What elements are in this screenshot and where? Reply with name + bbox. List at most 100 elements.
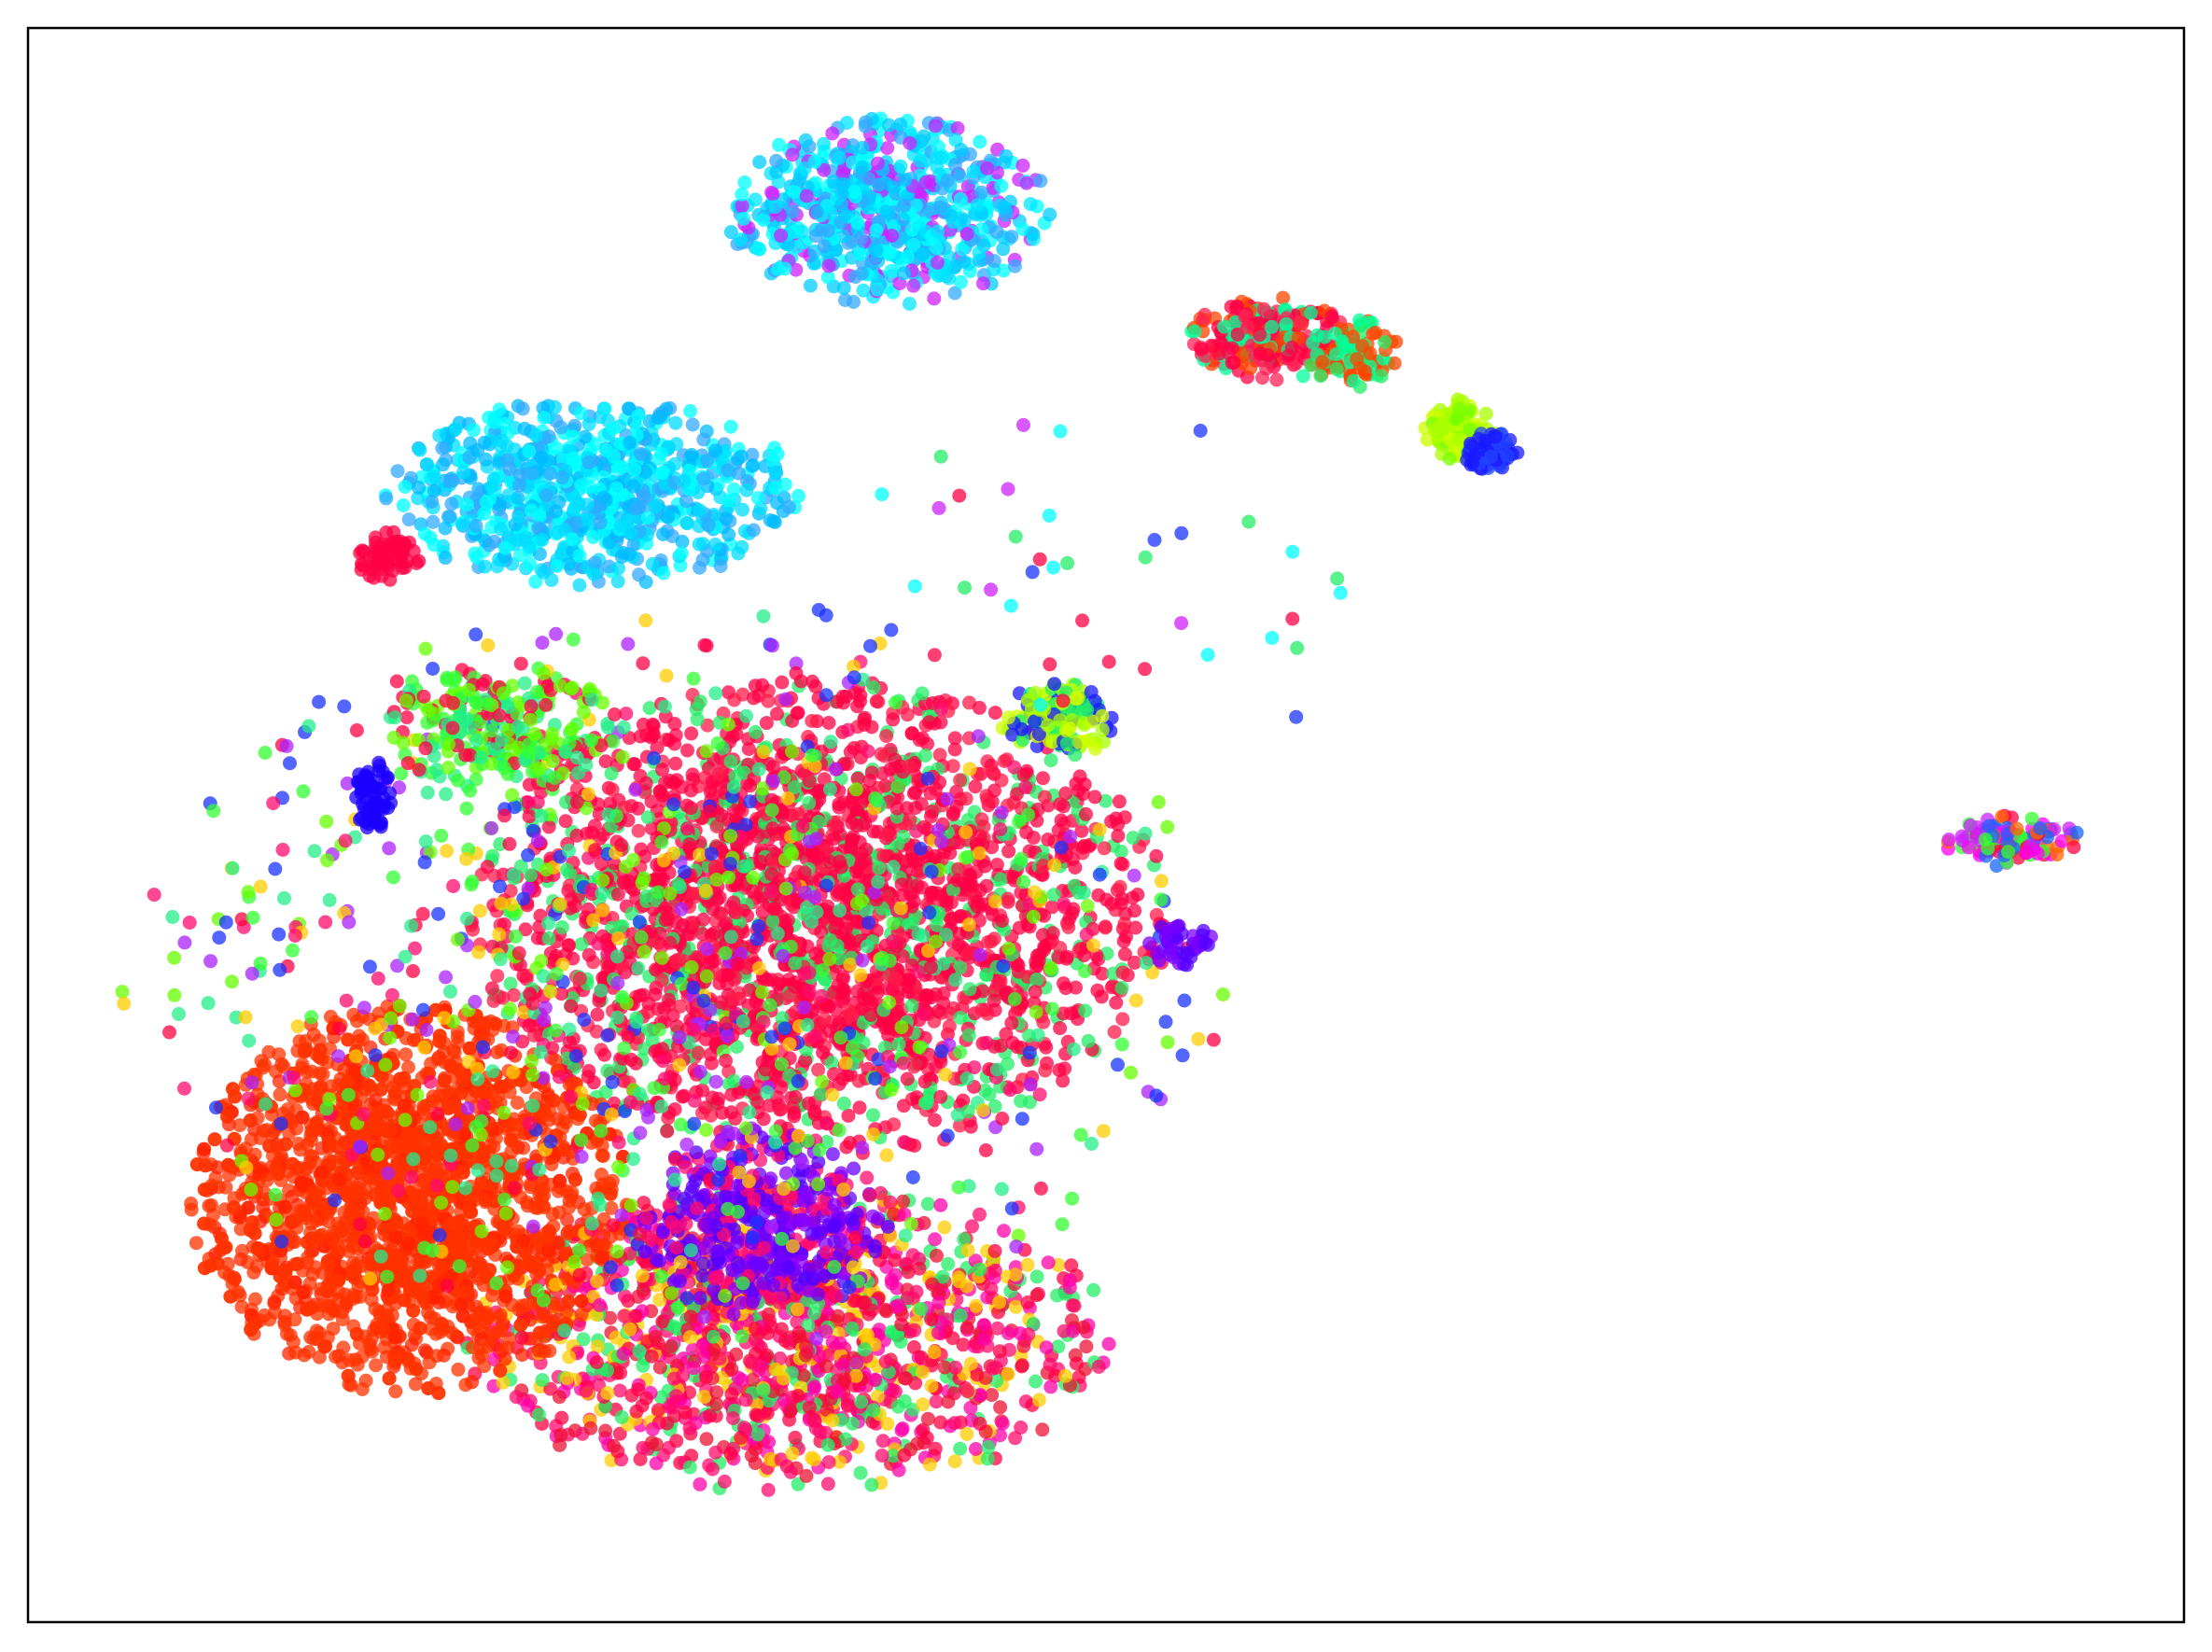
data-point-cluster-0 (1061, 919, 1076, 934)
data-point-cluster-0 (1115, 965, 1130, 980)
data-point-cluster-1 (997, 1224, 1011, 1239)
data-point-cluster-1 (894, 1317, 909, 1332)
data-point-cluster-0 (689, 702, 704, 717)
data-point-cluster-0 (1127, 903, 1142, 918)
data-point-cluster-0 (1099, 793, 1113, 808)
data-point-cluster-1 (927, 1345, 942, 1360)
data-point-cluster-0 (648, 987, 663, 1001)
data-point-cluster-0 (747, 691, 761, 706)
data-point-cluster-0 (631, 801, 646, 816)
data-point-cluster-0 (791, 806, 805, 821)
data-point-cluster-1 (509, 1390, 524, 1405)
data-point-cluster-1 (682, 1460, 697, 1475)
data-point-cluster-1 (648, 1330, 663, 1344)
data-point-cluster-0 (1004, 1015, 1019, 1030)
data-point-cluster-1 (933, 1197, 948, 1212)
data-point-cluster-0 (823, 932, 838, 947)
data-point-cluster-1 (616, 1346, 631, 1361)
data-point-cluster-0 (874, 747, 889, 762)
data-point-cluster-1 (598, 1423, 613, 1438)
data-point-cluster-0 (1019, 763, 1034, 778)
data-point-cluster-0 (945, 759, 960, 774)
data-point-cluster-0 (1057, 976, 1071, 991)
data-point-cluster-0 (1113, 845, 1128, 859)
data-point-cluster-0 (657, 1001, 671, 1015)
data-point-cluster-0 (895, 888, 910, 903)
data-point-cluster-0 (766, 760, 780, 775)
data-point-cluster-0 (761, 693, 776, 708)
data-point-cluster-0 (700, 718, 715, 733)
data-point-cluster-0 (813, 1086, 828, 1101)
data-point-cluster-0 (1128, 920, 1143, 935)
data-point-cluster-0 (977, 1083, 992, 1098)
data-point-cluster-1 (665, 1400, 680, 1415)
data-point-cluster-1 (651, 1403, 665, 1418)
data-point-cluster-0 (668, 728, 683, 743)
data-point-cluster-1 (948, 1360, 963, 1375)
data-point-cluster-0 (631, 823, 646, 838)
data-point-cluster-0 (1097, 841, 1112, 856)
data-point-cluster-0 (836, 1096, 851, 1111)
data-point-cluster-0 (833, 886, 847, 901)
data-point-cluster-1 (682, 1385, 697, 1400)
data-point-cluster-1 (845, 1321, 860, 1336)
data-point-cluster-1 (1029, 1269, 1044, 1284)
data-point-cluster-1 (749, 1407, 763, 1422)
data-point-cluster-1 (756, 1383, 771, 1398)
data-point-cluster-0 (888, 752, 903, 767)
data-point-cluster-1 (941, 1256, 956, 1271)
data-point-cluster-1 (676, 1368, 691, 1383)
data-point-cluster-0 (973, 883, 987, 898)
data-point-cluster-0 (1053, 1021, 1068, 1036)
data-point-cluster-0 (727, 693, 742, 707)
data-point-cluster-0 (850, 771, 865, 786)
data-point-cluster-0 (956, 1093, 971, 1108)
data-point-cluster-0 (781, 973, 796, 987)
data-point-cluster-1 (1058, 1368, 1073, 1383)
data-point-cluster-0 (764, 867, 779, 882)
data-point-cluster-0 (788, 956, 803, 971)
data-point-cluster-0 (1081, 1033, 1096, 1048)
data-point-cluster-0 (995, 914, 1010, 928)
data-point-cluster-0 (600, 1063, 615, 1078)
data-point-cluster-0 (1078, 1003, 1093, 1018)
data-point-cluster-1 (980, 1451, 995, 1466)
data-point-cluster-0 (914, 796, 929, 811)
data-point-cluster-1 (920, 1411, 935, 1426)
data-point-cluster-0 (691, 1045, 706, 1060)
data-point-cluster-0 (663, 935, 678, 950)
data-point-cluster-1 (705, 1462, 720, 1477)
data-point-cluster-0 (960, 946, 975, 961)
data-point-cluster-1 (849, 1355, 864, 1370)
data-point-cluster-1 (1001, 1366, 1015, 1381)
data-point-cluster-1 (931, 1325, 945, 1340)
data-point-cluster-0 (502, 836, 517, 851)
data-point-cluster-1 (807, 1379, 822, 1394)
data-point-cluster-0 (826, 832, 841, 847)
data-point-cluster-1 (965, 1219, 979, 1234)
data-point-cluster-0 (953, 960, 968, 975)
data-point-cluster-0 (1056, 1073, 1071, 1088)
data-point-cluster-0 (967, 894, 982, 909)
data-point-cluster-1 (744, 1449, 759, 1463)
data-point-cluster-1 (930, 1248, 944, 1263)
data-point-cluster-1 (969, 1298, 984, 1313)
data-point-cluster-0 (765, 821, 780, 836)
data-point-cluster-1 (791, 1389, 805, 1403)
data-point-cluster-1 (888, 1384, 903, 1399)
data-point-cluster-0 (798, 1053, 813, 1068)
data-point-cluster-0 (974, 812, 989, 827)
data-point-cluster-0 (1111, 817, 1126, 832)
data-point-cluster-0 (933, 1089, 948, 1104)
data-point-cluster-0 (1011, 959, 1026, 973)
data-point-cluster-0 (712, 766, 727, 781)
data-point-cluster-0 (1117, 917, 1132, 931)
data-point-cluster-1 (667, 1320, 682, 1335)
data-point-cluster-0 (598, 754, 613, 769)
data-point-cluster-0 (753, 854, 768, 869)
data-point-cluster-0 (640, 810, 655, 825)
data-point-cluster-0 (962, 982, 977, 997)
data-point-cluster-1 (783, 1404, 798, 1419)
data-point-cluster-0 (574, 937, 589, 952)
data-point-cluster-0 (947, 731, 962, 746)
